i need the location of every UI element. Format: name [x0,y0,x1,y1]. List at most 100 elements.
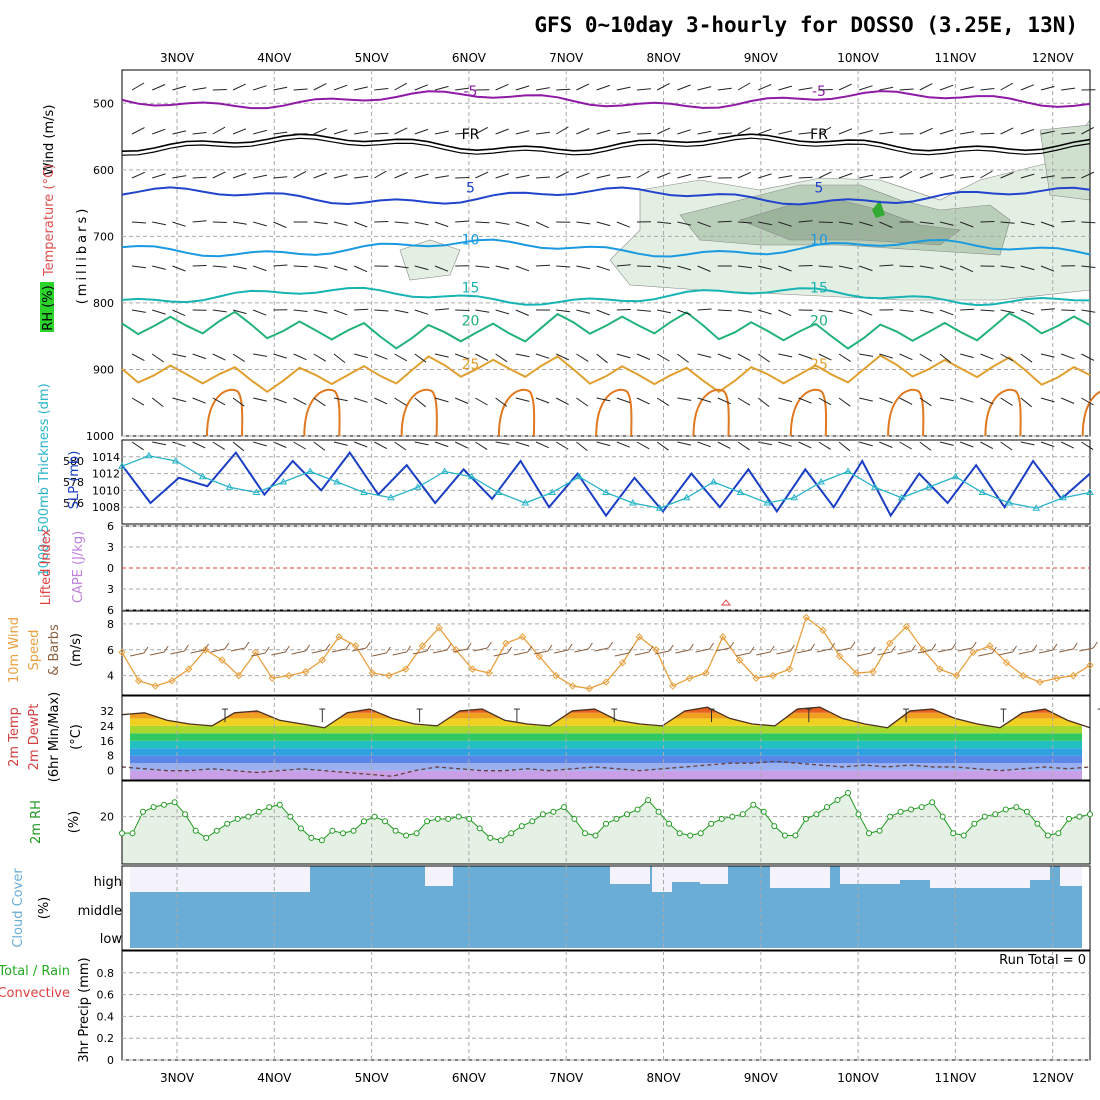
wind10-label-b: Speed [27,630,42,671]
precip-tick-0.8: 0.8 [97,967,115,980]
isotherm-30-loop [1081,390,1100,437]
rh2m-marker [140,808,146,815]
temp2m-tick-16: 16 [100,735,114,748]
wind-barb [192,87,207,91]
wind-barb [192,265,207,267]
wind10-barb-flag [608,641,614,649]
thickness-marker [440,467,449,474]
wind-barb [354,397,368,403]
wind-barb [515,397,530,402]
wind-barb [757,353,770,363]
wind-barb [576,83,590,91]
bottom-date-11NOV: 11NOV [935,1071,977,1085]
rh2m-marker [539,811,546,818]
wind10-barb-flag [648,645,654,653]
wind-barb [495,397,508,407]
rh2m-marker [729,813,736,820]
wind-barb [152,265,166,270]
wind-barb [980,170,993,179]
isotherm-30-loop [595,388,633,437]
wind-barb [1040,353,1055,358]
bottom-date-8NOV: 8NOV [646,1071,681,1085]
wind10-barb-flag [1072,642,1078,650]
wind-barb [636,353,651,360]
wind10-barb [473,647,488,652]
wind-barb [758,265,772,270]
wind-barb [414,173,429,179]
isotherm-label-5: 5 [466,180,475,196]
wind-barb [495,265,510,270]
wind-barb [919,172,934,179]
slp-tick-1012: 1012 [92,468,120,481]
rh2m-marker [119,830,125,837]
wind10-marker [618,658,627,667]
wind-barb [596,397,611,402]
panel-frame [121,439,1091,525]
wind-barb [757,397,770,407]
wind10-barb [816,648,831,653]
wind-barb [212,126,226,135]
wind-barb [131,353,145,362]
rh2m-marker [497,837,504,844]
wind-barb [232,309,247,315]
rh2m-marker [245,813,252,820]
wind-barb [273,86,288,91]
wind-barb [434,441,449,448]
wind10-barb-flag [890,645,896,653]
rh-2m-panel: 20 [100,780,1093,865]
thickness-marker [360,488,368,495]
wind10-marker [235,671,243,680]
rh2m-marker [424,818,431,825]
wind-barb [333,441,348,446]
wind-barb [555,353,570,361]
pressure-tick-1000: 1000 [86,430,114,443]
wind-barb [152,128,166,135]
wind10-marker [1052,674,1061,682]
wind-barb [737,127,751,135]
rh2m-marker [718,815,725,822]
wind-barb [475,171,489,179]
wind-barb [293,309,308,312]
rh2m-marker [634,806,641,813]
wind10-marker [769,671,777,680]
wind-barb [556,265,571,268]
rh2m-marker [182,811,189,818]
wind10-label-a: 10m Wind [7,617,22,683]
wind-barb [273,441,287,448]
li-tick--6: 6 [107,520,114,533]
wind-barb [515,353,530,358]
wind-barb [333,265,348,271]
wind-barb [455,353,469,360]
wind-barb [818,221,833,223]
thickness-marker [602,488,610,495]
rh-legend-swatch [40,282,54,332]
temp-color-band [130,733,1082,741]
wind10-marker [852,669,861,677]
wind-barb [636,441,650,450]
wind-barb [677,397,692,401]
precip-axis-label: 3hr Precip (mm) [77,957,92,1062]
wind10-barb-flag [406,645,412,653]
rh2m-marker [887,813,894,820]
rh2m-marker [876,827,883,834]
rh2m-marker [129,830,136,837]
wind-barb [576,441,588,451]
wind10-barb-flag [1092,641,1098,649]
top-date-11NOV: 11NOV [935,51,977,65]
wind-barb [535,176,551,179]
thickness-marker [494,488,503,495]
wind-barb [919,83,933,91]
rh2m-marker [687,832,694,839]
wind-barb [131,265,146,269]
wind-barb [212,397,226,406]
rh2m-marker [645,797,652,803]
thickness-tick-576: 576 [63,497,84,510]
top-date-12NOV: 12NOV [1032,51,1074,65]
wind-barb [697,130,712,135]
wind-barb [939,84,954,91]
wind-barb [657,172,671,179]
wind-barb [636,397,650,405]
wind-barb [1000,353,1014,362]
wind-barb [1000,309,1015,314]
thickness-marker [467,472,476,480]
